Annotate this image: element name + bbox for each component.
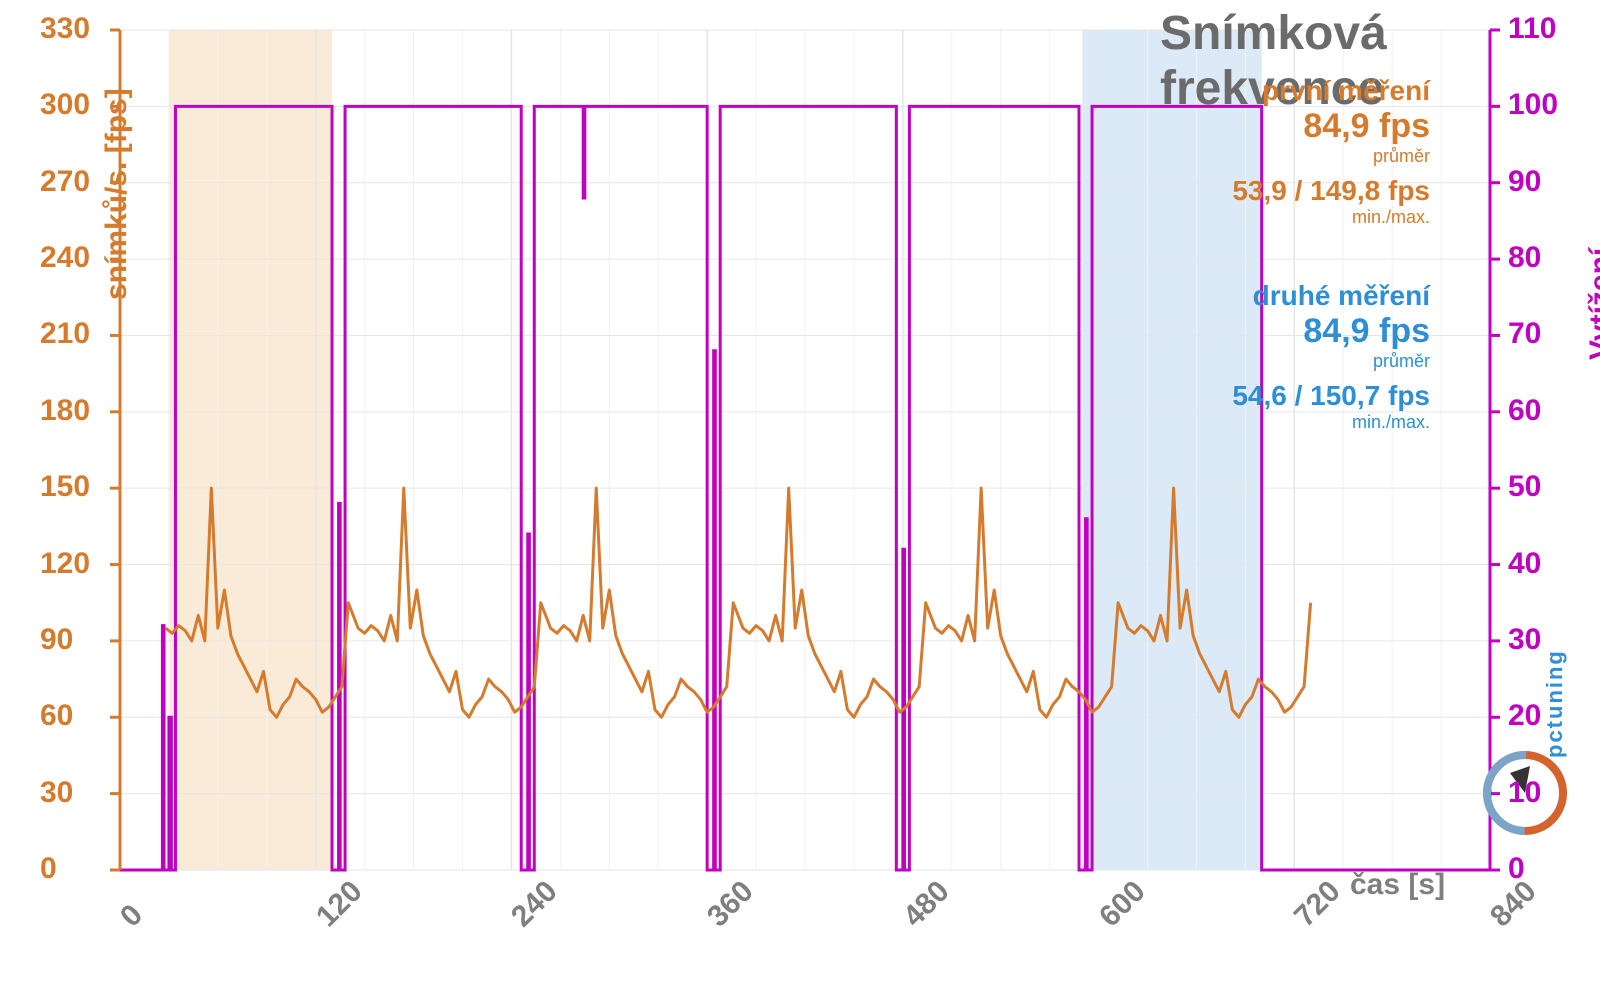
legend-second-avgsub: průměr bbox=[1232, 351, 1430, 372]
tick-label: 240 bbox=[40, 241, 90, 275]
tick-label: 70 bbox=[1508, 317, 1541, 351]
tick-label: 110 bbox=[1508, 12, 1556, 46]
tick-label: 100 bbox=[1508, 88, 1558, 122]
tick-label: 180 bbox=[40, 394, 90, 428]
tick-label: 20 bbox=[1508, 699, 1541, 733]
tick-label: 120 bbox=[40, 547, 90, 581]
legend-first-range: 53,9 / 149,8 fps bbox=[1232, 175, 1430, 207]
legend-second-rangesub: min./max. bbox=[1232, 412, 1430, 433]
tick-label: 40 bbox=[1508, 547, 1541, 581]
legend-second-measurement: druhé měření 84,9 fps průměr 54,6 / 150,… bbox=[1232, 280, 1430, 433]
y-left-axis-label: snímků/s. [fps] bbox=[100, 88, 134, 300]
chart-container: Snímková frekvence snímků/s. [fps] Vytíž… bbox=[0, 0, 1600, 998]
tick-label: 80 bbox=[1508, 241, 1541, 275]
tick-label: 210 bbox=[40, 317, 90, 351]
legend-second-avg: 84,9 fps bbox=[1232, 312, 1430, 351]
x-axis-label: čas [s] bbox=[1350, 868, 1445, 902]
tick-label: 150 bbox=[40, 470, 90, 504]
legend-second-range: 54,6 / 150,7 fps bbox=[1232, 380, 1430, 412]
tick-label: 300 bbox=[40, 88, 90, 122]
tick-label: 90 bbox=[1508, 165, 1541, 199]
tick-label: 10 bbox=[1508, 776, 1541, 810]
tick-label: 90 bbox=[40, 623, 73, 657]
tick-label: 50 bbox=[1508, 470, 1541, 504]
legend-first-rangesub: min./max. bbox=[1232, 207, 1430, 228]
y-right-axis-label: Vytížení GPU [%] bbox=[1584, 248, 1600, 360]
tick-label: 60 bbox=[1508, 394, 1541, 428]
legend-second-header: druhé měření bbox=[1232, 280, 1430, 312]
legend-first-header: první měření bbox=[1232, 75, 1430, 107]
legend-first-avg: 84,9 fps bbox=[1232, 107, 1430, 146]
tick-label: 60 bbox=[40, 699, 73, 733]
tick-label: 30 bbox=[1508, 623, 1541, 657]
legend-first-avgsub: průměr bbox=[1232, 146, 1430, 167]
tick-label: 0 bbox=[40, 852, 57, 886]
tick-label: 270 bbox=[40, 165, 90, 199]
tick-label: 30 bbox=[40, 776, 73, 810]
tick-label: 330 bbox=[40, 12, 90, 46]
legend-first-measurement: první měření 84,9 fps průměr 53,9 / 149,… bbox=[1232, 75, 1430, 228]
